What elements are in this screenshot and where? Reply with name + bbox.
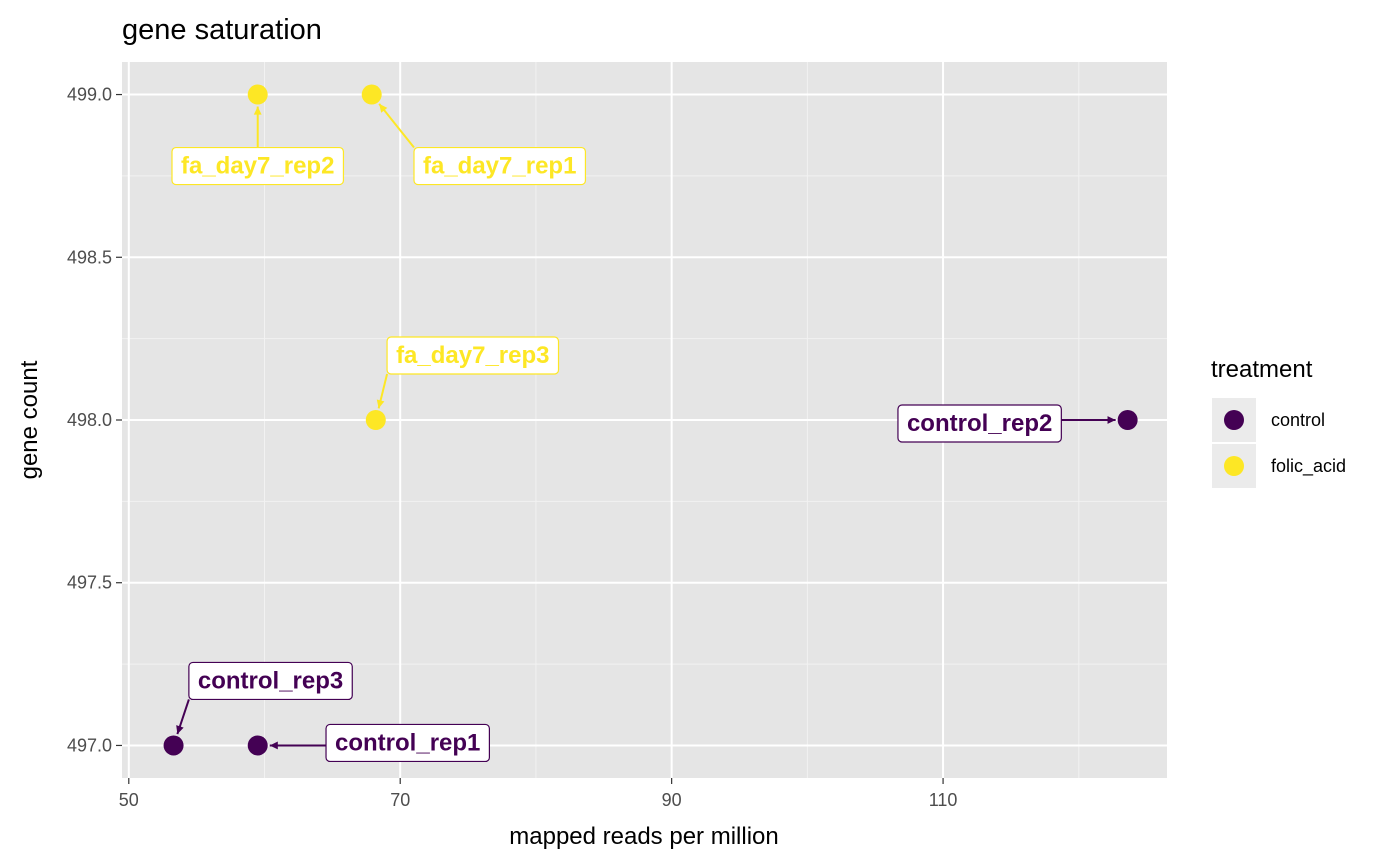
legend-label: control (1271, 410, 1325, 430)
label-arrowhead (376, 399, 385, 409)
label-box (325, 723, 491, 763)
point-label-control-rep1: control_rep1 (269, 723, 491, 763)
y-tick-label-1: 497.5 (67, 573, 112, 593)
point-label-fa-day7-rep2: fa_day7_rep2 (171, 106, 345, 186)
data-point-control-rep1 (247, 735, 268, 756)
label-text: fa_day7_rep3 (396, 342, 549, 369)
label-text: control_rep2 (907, 410, 1052, 437)
y-tick-label-2: 498.0 (67, 410, 112, 430)
point-label-control-rep3: control_rep3 (176, 661, 353, 735)
data-point-fa-day7-rep1 (361, 84, 382, 105)
chart-title: gene saturation (122, 14, 322, 46)
label-arrowhead (1107, 416, 1116, 424)
label-box (897, 404, 1062, 443)
x-tick-label-0: 50 (119, 790, 139, 810)
label-arrowhead (379, 103, 388, 113)
point-label-fa-day7-rep3: fa_day7_rep3 (376, 336, 560, 409)
label-box (386, 336, 560, 375)
y-tick-label-0: 497.0 (67, 735, 112, 755)
label-text: fa_day7_rep1 (423, 153, 576, 180)
label-arrowhead (253, 106, 262, 115)
x-axis-title: mapped reads per million (509, 823, 778, 850)
data-point-control-rep3 (163, 735, 184, 756)
axes: 50 70 90 110 497.0 497.5 498.0 498.5 499.0 (67, 85, 957, 810)
legend-label: folic_acid (1271, 456, 1346, 477)
y-tick-label-3: 498.5 (67, 247, 112, 267)
label-box (171, 146, 345, 186)
label-text: fa_day7_rep2 (181, 153, 334, 180)
data-point-fa-day7-rep3 (365, 410, 386, 430)
legend-entry-folic-acid: folic_acid (1212, 444, 1346, 488)
x-tick-label-3: 110 (929, 790, 958, 810)
data-points (163, 84, 1138, 756)
label-text: control_rep3 (198, 667, 343, 694)
point-label-fa-day7-rep1: fa_day7_rep1 (378, 103, 587, 186)
legend-entry-control: control (1212, 398, 1325, 442)
label-arrowhead (269, 741, 278, 750)
point-label-control-rep2: control_rep2 (897, 404, 1116, 443)
legend-title: treatment (1211, 356, 1313, 383)
x-tick-label-2: 90 (662, 790, 682, 810)
legend-swatch (1224, 456, 1244, 476)
label-box (413, 146, 587, 186)
legend-swatch (1224, 410, 1244, 430)
x-tick-label-1: 70 (390, 790, 410, 810)
data-point-control-rep2 (1117, 410, 1138, 430)
data-point-fa-day7-rep2 (247, 84, 268, 105)
point-labels: fa_day7_rep2 fa_day7_rep1 fa_day7_rep3cont… (171, 103, 1116, 763)
label-box (188, 661, 353, 701)
y-tick-label-4: 499.0 (67, 85, 112, 105)
label-arrowhead (176, 725, 184, 735)
label-text: control_rep1 (335, 729, 480, 756)
label-connector (378, 103, 415, 149)
legend: treatment control folic_acid (1211, 356, 1346, 488)
y-axis-title: gene count (16, 360, 43, 479)
